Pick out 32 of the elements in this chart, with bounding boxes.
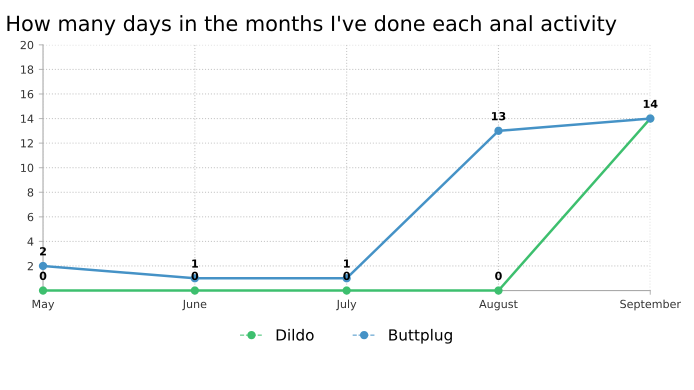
data-label: 13 (492, 112, 506, 120)
x-tick-label: July (336, 300, 356, 310)
data-label: 0 (495, 272, 502, 280)
legend-label: Dildo (276, 328, 314, 341)
x-tick-label: September (620, 300, 681, 310)
y-tick-label: 20 (20, 40, 34, 50)
legend-label: Buttplug (389, 328, 452, 344)
data-label: 14 (644, 100, 658, 108)
y-tick-label: 6 (28, 212, 34, 222)
x-tick-label: August (479, 300, 518, 310)
point (494, 286, 503, 295)
y-tick-label: 2 (28, 262, 33, 270)
y-tick-label: 14 (21, 114, 34, 123)
data-label: 0 (343, 272, 350, 280)
y-tick-label: 10 (21, 164, 34, 172)
data-label: 2 (40, 247, 46, 256)
point (38, 286, 48, 295)
point (190, 286, 200, 295)
x-tick-label: May (32, 300, 54, 310)
point (494, 126, 503, 136)
data-label: 1 (344, 260, 350, 268)
y-tick-label: 8 (28, 188, 34, 197)
chart-title: How many days in the months I've done each anal activity (7, 15, 616, 36)
x-tick-label: June (182, 300, 206, 310)
y-tick-label: 12 (21, 139, 33, 148)
y-tick-label: 16 (21, 90, 34, 98)
y-tick-label: 18 (21, 65, 34, 74)
point (38, 262, 48, 270)
data-label: 1 (192, 260, 198, 268)
point (342, 286, 351, 295)
data-label: 0 (40, 272, 46, 280)
y-tick-label: 4 (27, 238, 34, 246)
